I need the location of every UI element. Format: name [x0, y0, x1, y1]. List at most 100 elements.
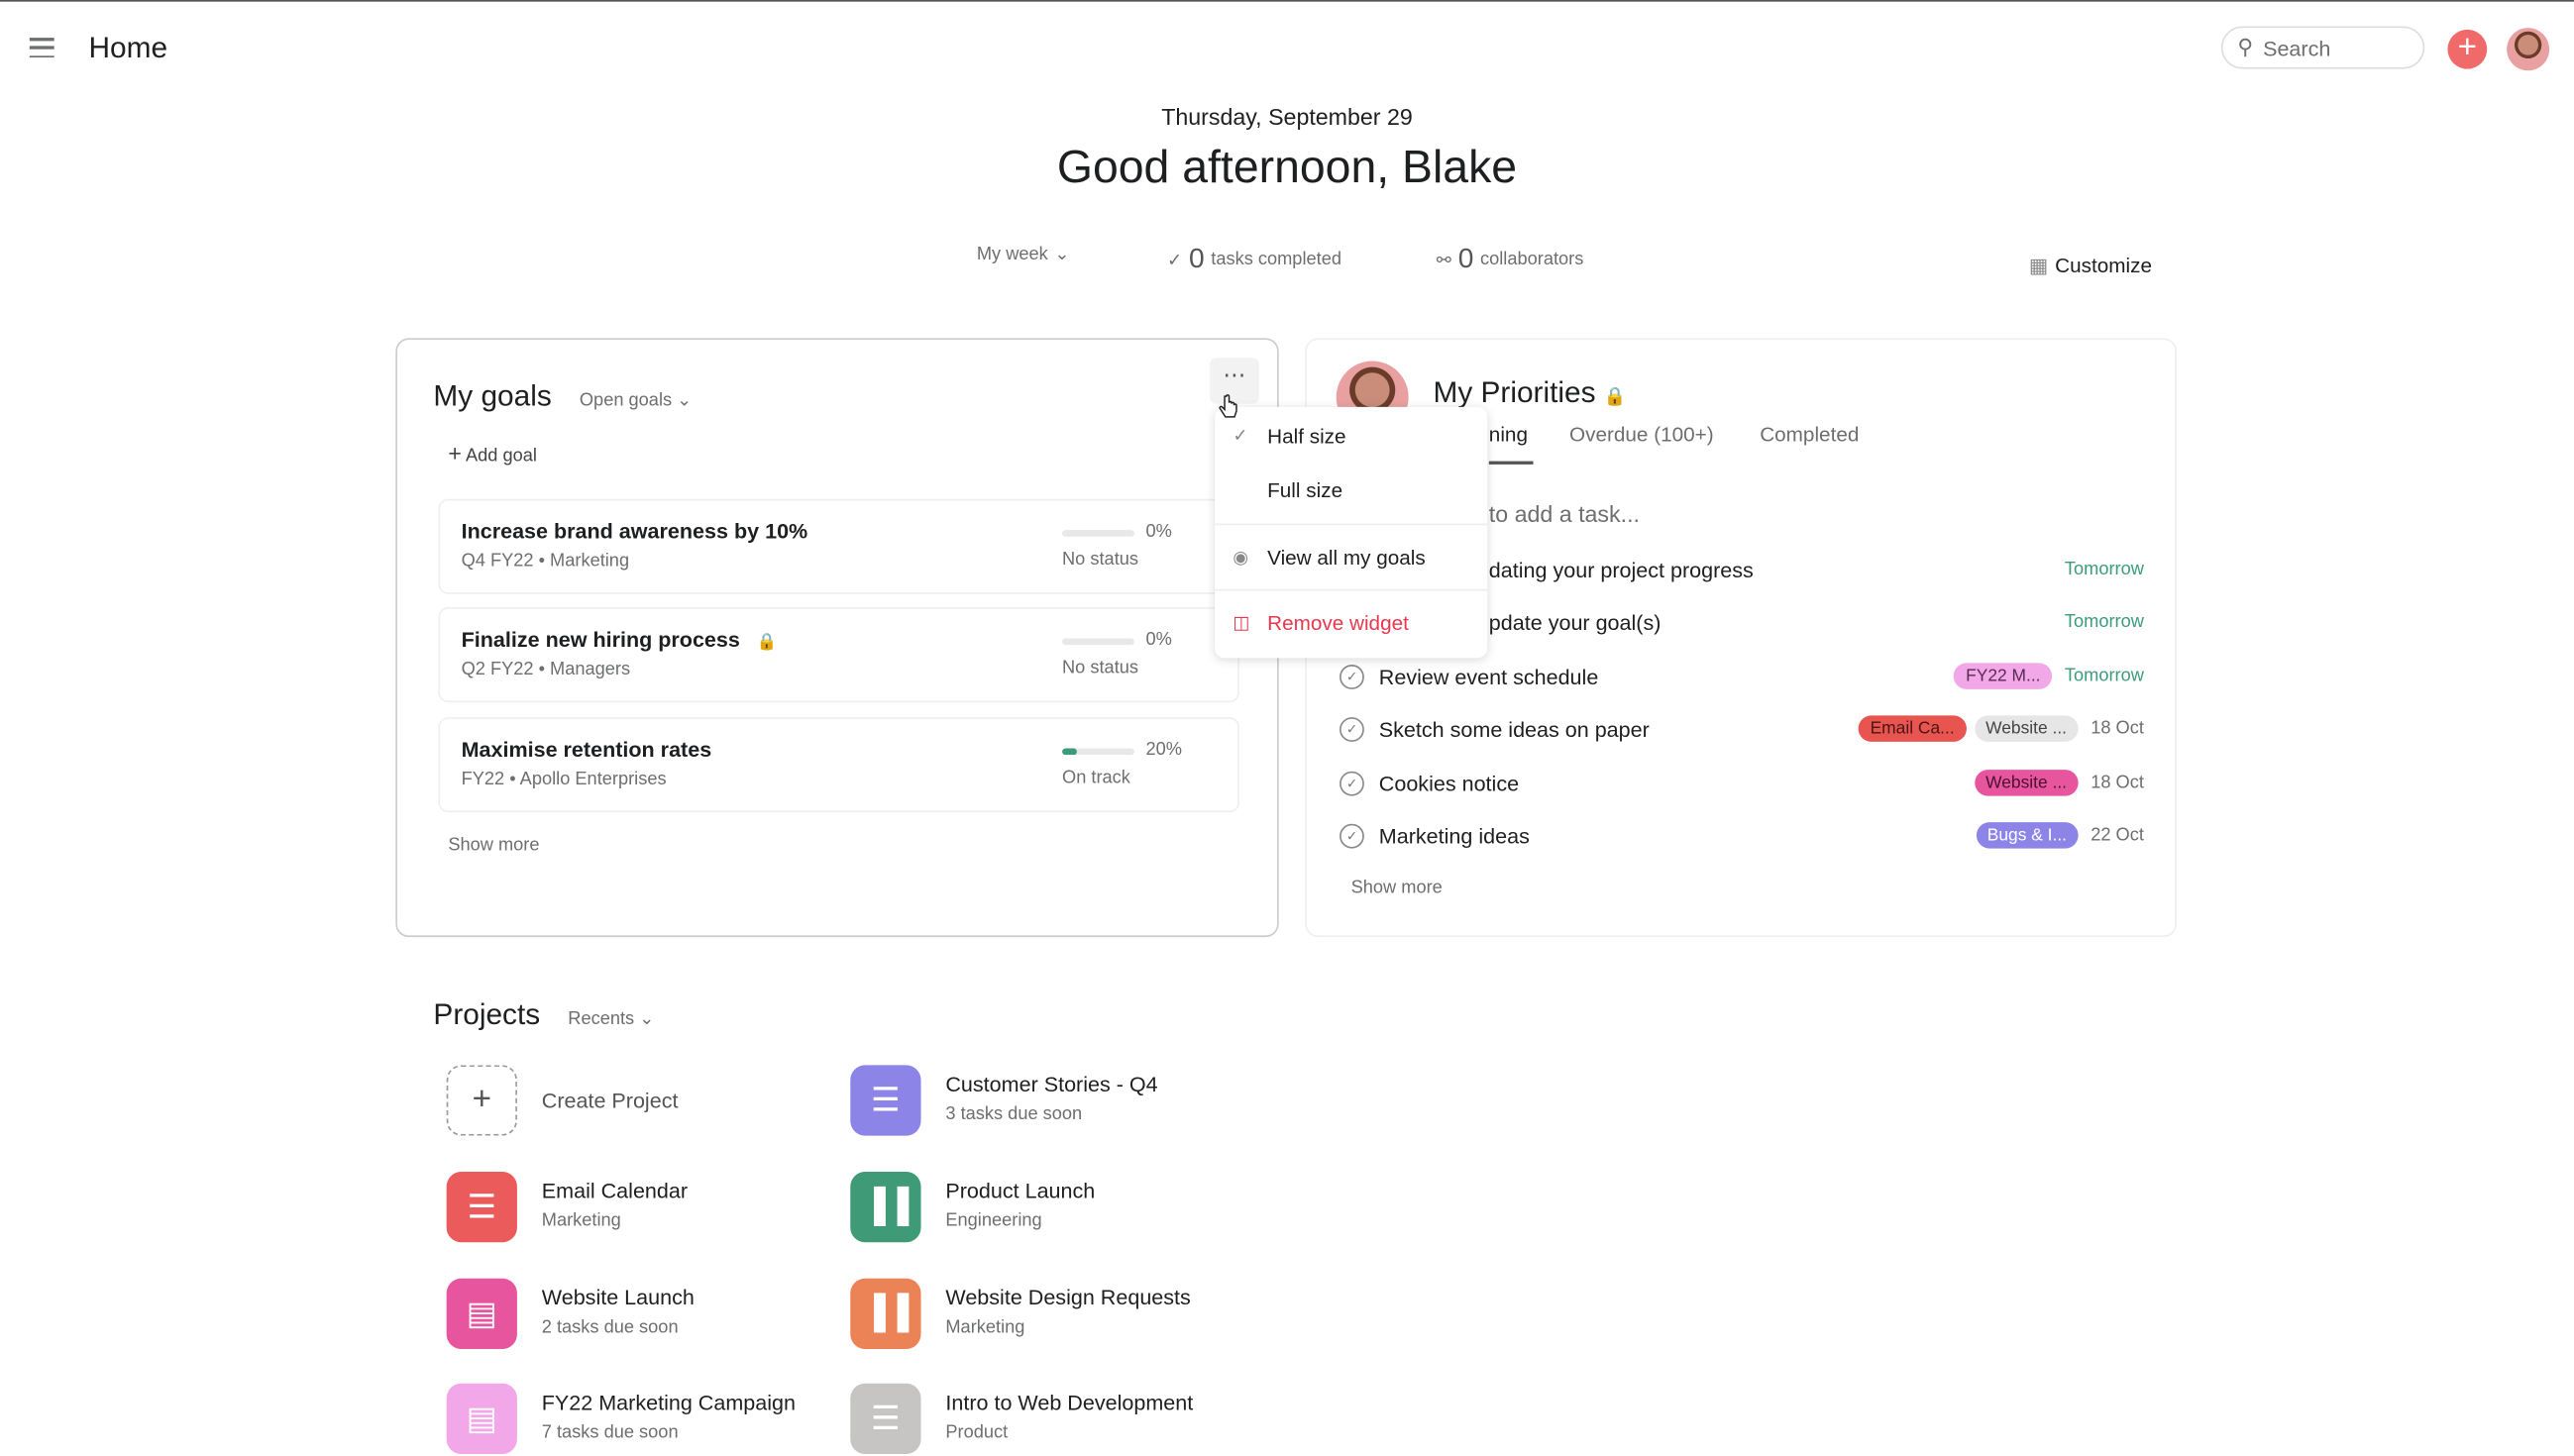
project-item[interactable]: ▐▐ Website Design Requests Marketing: [850, 1278, 1244, 1351]
task-row[interactable]: pdate your goal(s) Tomorrow: [1489, 604, 2144, 640]
complete-check-icon[interactable]: ✓: [1340, 770, 1364, 795]
project-name: Create Project: [541, 1088, 679, 1113]
project-subtitle: 7 tasks due soon: [541, 1422, 679, 1443]
customize-button[interactable]: ▦ Customize: [2029, 253, 2152, 277]
customize-label: Customize: [2055, 253, 2152, 277]
list-icon: ☰: [850, 1065, 921, 1136]
menu-item-remove-widget[interactable]: Remove widget: [1267, 612, 1409, 636]
task-row[interactable]: dating your project progress Tomorrow: [1489, 552, 2144, 587]
goals-filter-dropdown[interactable]: Open goals ⌄: [579, 389, 693, 411]
goal-meta: Q2 FY22 • Managers: [461, 660, 631, 679]
page-title: Home: [88, 31, 168, 64]
list-icon: ☰: [446, 1172, 517, 1243]
project-name: FY22 Marketing Campaign: [541, 1390, 797, 1415]
project-item[interactable]: ▤ Website Launch 2 tasks due soon: [446, 1278, 841, 1351]
period-dropdown[interactable]: My week ⌄: [977, 243, 1070, 264]
goal-period: FY22: [461, 770, 505, 789]
project-item[interactable]: ▤ FY22 Marketing Campaign 7 tasks due soon: [446, 1383, 841, 1456]
add-goal-button[interactable]: + Add goal: [448, 440, 537, 467]
add-task-input[interactable]: to add a task...: [1488, 500, 1640, 527]
goal-progress-bar: [1062, 638, 1134, 646]
grid-icon: ▦: [2028, 254, 2049, 278]
chevron-down-icon: ⌄: [677, 390, 693, 411]
complete-check-icon[interactable]: ✓: [1340, 822, 1364, 848]
goal-progress-fill: [1062, 748, 1077, 756]
goals-title: My goals: [433, 378, 552, 412]
project-tag[interactable]: Bugs & I...: [1976, 822, 2079, 849]
search-icon: ⚲: [2237, 34, 2254, 59]
project-tag[interactable]: Website ...: [1974, 715, 2079, 742]
tab-overdue[interactable]: Overdue (100+): [1568, 423, 1714, 447]
task-row[interactable]: ✓ Review event schedule FY22 M... Tomorrow: [1338, 658, 2144, 693]
board-icon: ▐▐: [850, 1172, 921, 1243]
calendar-icon: ▤: [446, 1383, 517, 1455]
projects-filter-dropdown[interactable]: Recents ⌄: [568, 1007, 654, 1029]
project-tag[interactable]: FY22 M...: [1954, 663, 2053, 689]
goals-filter-label: Open goals: [579, 390, 673, 411]
tasks-label: tasks completed: [1211, 249, 1341, 269]
date-label: Thursday, September 29: [1161, 103, 1413, 130]
goal-period: Q4 FY22: [461, 551, 534, 572]
project-item[interactable]: ☰ Customer Stories - Q4 3 tasks due soon: [850, 1065, 1244, 1137]
task-row[interactable]: ✓ Cookies notice Website ... 18 Oct: [1338, 765, 2144, 800]
widget-options-menu: ✓ Half size Full size ◉ View all my goal…: [1215, 406, 1488, 659]
goals-show-more[interactable]: Show more: [448, 835, 540, 856]
more-options-button[interactable]: ⋯: [1210, 358, 1259, 404]
plus-icon: +: [446, 1065, 517, 1136]
goal-status: No status: [1062, 658, 1139, 678]
project-item[interactable]: ☰ Email Calendar Marketing: [446, 1172, 841, 1244]
greeting: Good afternoon, Blake: [1056, 141, 1518, 192]
tab-upcoming[interactable]: ning: [1489, 423, 1528, 446]
add-goal-label: Add goal: [465, 446, 537, 467]
goal-row[interactable]: Increase brand awareness by 10% Q4 FY22 •…: [438, 498, 1239, 594]
goal-team: Managers: [550, 660, 631, 679]
menu-item-half-size[interactable]: Half size: [1267, 425, 1346, 449]
tasks-count: 0: [1188, 243, 1205, 274]
user-avatar[interactable]: [2507, 28, 2550, 71]
goal-period: Q2 FY22: [461, 660, 534, 679]
project-subtitle: Engineering: [945, 1210, 1042, 1231]
priorities-title: My Priorities 🔒: [1433, 375, 1626, 410]
create-plus-button[interactable]: +: [2447, 29, 2488, 69]
task-due-date: Tomorrow: [2064, 560, 2144, 579]
search-input[interactable]: ⚲ Search: [2220, 26, 2425, 69]
more-horizontal-icon: ⋯: [1223, 361, 1246, 388]
menu-divider: [1215, 588, 1488, 591]
task-name: pdate your goal(s): [1488, 609, 1662, 635]
collab-label: collaborators: [1480, 249, 1584, 269]
menu-item-view-all-goals[interactable]: View all my goals: [1267, 546, 1426, 570]
search-placeholder: Search: [2263, 35, 2331, 60]
tab-upcoming-label: ning: [1488, 423, 1528, 447]
tab-completed[interactable]: Completed: [1760, 423, 1860, 447]
task-row[interactable]: ✓ Sketch some ideas on paper Email Ca... We…: [1338, 710, 2144, 746]
goal-row[interactable]: Finalize new hiring process 🔒 Q2 FY22 • Ma…: [438, 607, 1239, 703]
goal-meta: FY22 • Apollo Enterprises: [461, 770, 667, 789]
task-due-date: 22 Oct: [2091, 825, 2144, 846]
goal-title: Increase brand awareness by 10%: [461, 518, 808, 544]
project-tag[interactable]: Email Ca...: [1858, 715, 1967, 742]
complete-check-icon[interactable]: ✓: [1340, 716, 1364, 742]
lock-icon: 🔒: [756, 633, 778, 652]
goal-row[interactable]: Maximise retention rates FY22 • Apollo En…: [438, 717, 1239, 813]
priorities-show-more[interactable]: Show more: [1350, 878, 1443, 898]
task-name: dating your project progress: [1488, 557, 1754, 582]
hamburger-menu-icon[interactable]: [29, 38, 54, 57]
task-name: Review event schedule: [1378, 664, 1599, 689]
goal-meta: Q4 FY22 • Marketing: [461, 551, 630, 572]
goal-title: Finalize new hiring process: [461, 626, 740, 652]
priorities-title-text: My Priorities: [1433, 375, 1596, 409]
project-name: Website Launch: [541, 1285, 695, 1310]
collaborators-stat: ⚯ 0 collaborators: [1437, 243, 1584, 275]
project-tag[interactable]: Website ...: [1974, 770, 2079, 796]
project-name: Website Design Requests: [945, 1285, 1191, 1310]
project-item[interactable]: ▐▐ Product Launch Engineering: [850, 1172, 1244, 1244]
task-due-date: 18 Oct: [2091, 718, 2144, 739]
project-item[interactable]: + Create Project: [446, 1065, 841, 1137]
project-item[interactable]: ☰ Intro to Web Development Product: [850, 1383, 1244, 1456]
task-row[interactable]: ✓ Marketing ideas Bugs & I... 22 Oct: [1338, 817, 2144, 853]
menu-item-full-size[interactable]: Full size: [1267, 478, 1343, 503]
goal-status: No status: [1062, 550, 1139, 570]
task-name: Marketing ideas: [1378, 822, 1530, 848]
chevron-down-icon: ⌄: [1054, 244, 1070, 264]
complete-check-icon[interactable]: ✓: [1340, 664, 1364, 689]
